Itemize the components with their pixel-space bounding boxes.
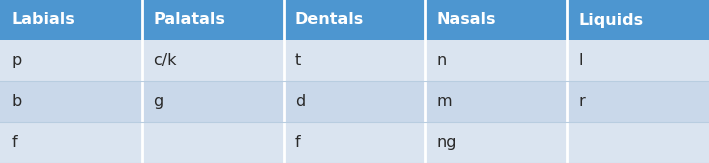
- Text: f: f: [11, 135, 17, 150]
- Bar: [284, 0, 425, 40]
- Bar: [425, 122, 567, 163]
- Text: r: r: [579, 94, 586, 109]
- Text: l: l: [579, 53, 583, 68]
- Bar: [284, 81, 425, 122]
- Bar: [567, 81, 709, 122]
- Text: Labials: Labials: [11, 13, 75, 28]
- Bar: [0, 40, 142, 81]
- Bar: [284, 122, 425, 163]
- Text: d: d: [295, 94, 305, 109]
- Bar: [0, 122, 142, 163]
- Bar: [142, 81, 284, 122]
- Text: c/k: c/k: [153, 53, 177, 68]
- Bar: [284, 40, 425, 81]
- Bar: [425, 81, 567, 122]
- Text: b: b: [11, 94, 21, 109]
- Bar: [142, 122, 284, 163]
- Bar: [567, 122, 709, 163]
- Text: m: m: [437, 94, 452, 109]
- Bar: [0, 81, 142, 122]
- Bar: [0, 0, 142, 40]
- Bar: [142, 40, 284, 81]
- Text: g: g: [153, 94, 163, 109]
- Text: t: t: [295, 53, 301, 68]
- Text: f: f: [295, 135, 301, 150]
- Bar: [567, 40, 709, 81]
- Text: p: p: [11, 53, 21, 68]
- Bar: [567, 0, 709, 40]
- Text: Dentals: Dentals: [295, 13, 364, 28]
- Bar: [425, 40, 567, 81]
- Text: Liquids: Liquids: [579, 13, 644, 28]
- Text: n: n: [437, 53, 447, 68]
- Text: Nasals: Nasals: [437, 13, 496, 28]
- Text: Palatals: Palatals: [153, 13, 225, 28]
- Text: ng: ng: [437, 135, 457, 150]
- Bar: [142, 0, 284, 40]
- Bar: [425, 0, 567, 40]
